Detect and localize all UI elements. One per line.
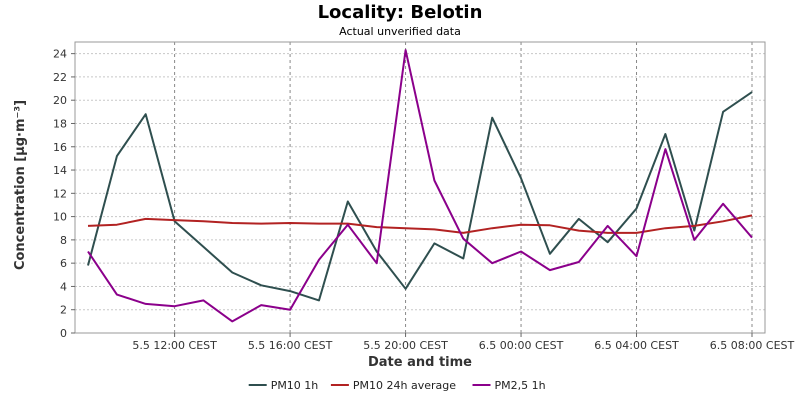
chart-title: Locality: Belotin (318, 2, 483, 23)
y-tick-label: 16 (53, 141, 67, 154)
x-axis-title: Date and time (368, 355, 472, 370)
x-tick-label: 6.5 08:00 CEST (710, 339, 795, 352)
plot-area (74, 41, 766, 334)
y-tick-label: 18 (53, 117, 67, 130)
x-tick-label: 6.5 00:00 CEST (479, 339, 564, 352)
y-axis-title: Concentration [µg·m⁻³] (13, 100, 28, 270)
y-tick-label: 12 (53, 187, 67, 200)
y-tick-label: 0 (60, 327, 67, 340)
legend-item: PM2,5 1h (472, 379, 546, 392)
y-tick-label: 2 (60, 304, 67, 317)
legend-item: PM10 1h (248, 379, 319, 392)
x-tick-label: 5.5 12:00 CEST (132, 339, 217, 352)
y-tick-label: 22 (53, 71, 67, 84)
chart-subtitle: Actual unverified data (339, 25, 461, 38)
y-tick-label: 20 (53, 94, 67, 107)
y-tick-label: 8 (60, 234, 67, 247)
legend-label: PM10 24h average (353, 379, 456, 392)
grid-lines (75, 42, 765, 334)
plot-border (74, 41, 766, 334)
x-tick-label: 5.5 16:00 CEST (248, 339, 333, 352)
legend-item: PM10 24h average (330, 379, 456, 392)
legend: PM10 1h PM10 24h average PM2,5 1h (248, 379, 546, 392)
y-tick-label: 14 (53, 164, 67, 177)
legend-label: PM10 1h (271, 379, 319, 392)
x-tick-label: 6.5 04:00 CEST (594, 339, 679, 352)
series-line-2 (87, 214, 753, 234)
legend-label: PM2,5 1h (495, 379, 546, 392)
y-tick-label: 24 (53, 48, 67, 61)
series-line-1 (87, 91, 753, 302)
y-tick-label: 6 (60, 257, 67, 270)
x-tick-label: 5.5 20:00 CEST (363, 339, 448, 352)
y-tick-label: 10 (53, 211, 67, 224)
x-axis-ticks: 5.5 12:00 CEST 5.5 16:00 CEST 5.5 20:00 CE… (132, 333, 795, 352)
series-lines (87, 49, 753, 323)
series-line-3 (87, 49, 753, 323)
y-tick-label: 4 (60, 280, 67, 293)
plot-background (75, 42, 765, 333)
